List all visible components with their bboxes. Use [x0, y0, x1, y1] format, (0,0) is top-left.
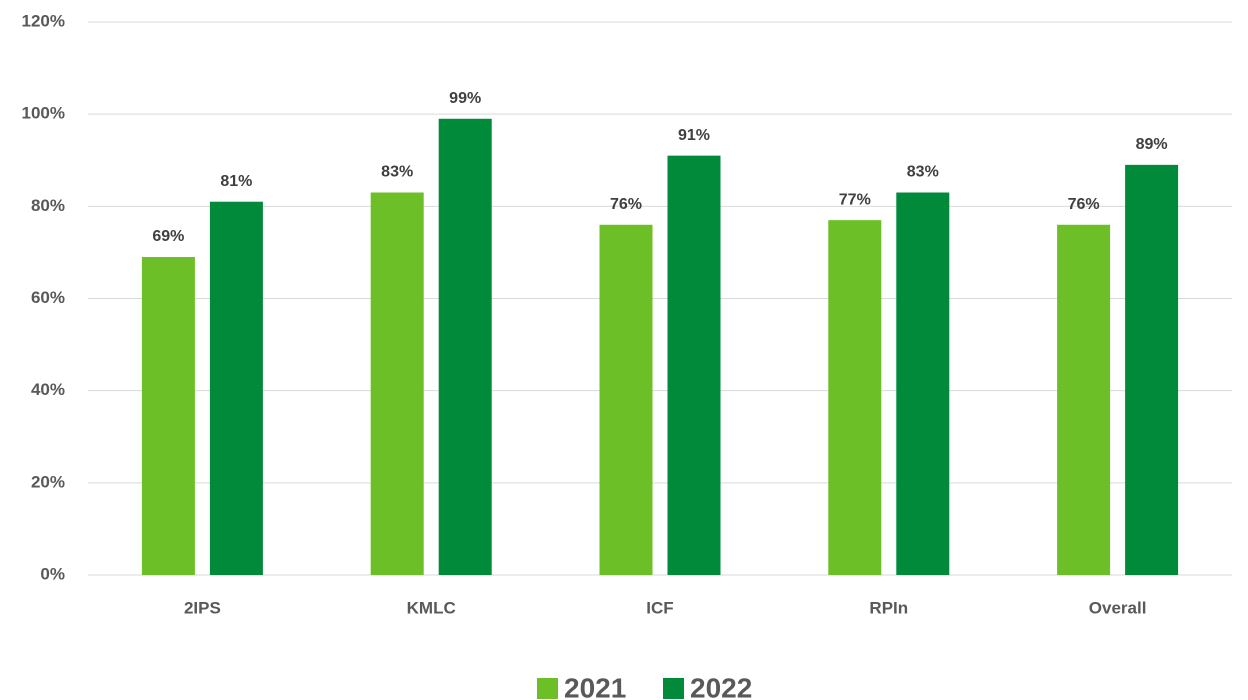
bar [438, 118, 492, 576]
x-tick-label: 2IPS [184, 598, 221, 617]
bar [896, 192, 950, 575]
bar [828, 220, 882, 576]
y-tick-label: 80% [31, 196, 65, 215]
x-tick-label: Overall [1089, 598, 1147, 617]
y-tick-label: 40% [31, 380, 65, 399]
data-label: 99% [449, 90, 481, 107]
y-tick-label: 20% [31, 472, 65, 491]
legend-label: 2022 [690, 672, 752, 700]
legend-swatch [537, 678, 558, 699]
data-label: 83% [907, 164, 939, 181]
data-label: 76% [610, 196, 642, 213]
data-label: 83% [381, 164, 413, 181]
y-tick-label: 0% [40, 564, 65, 583]
bar [667, 155, 721, 575]
x-tick-label: RPIn [869, 598, 908, 617]
bar [1057, 224, 1111, 575]
y-tick-label: 100% [22, 104, 65, 123]
data-label: 89% [1136, 136, 1168, 153]
data-label: 76% [1068, 196, 1100, 213]
bar [370, 192, 424, 575]
bar [141, 257, 195, 575]
bar [1125, 164, 1179, 575]
x-tick-label: KMLC [407, 598, 456, 617]
bar [599, 224, 653, 575]
data-label: 91% [678, 127, 710, 144]
legend-label: 2021 [564, 672, 626, 700]
data-label: 81% [220, 173, 252, 190]
y-tick-label: 120% [22, 11, 65, 30]
bar [209, 201, 263, 575]
legend-swatch [663, 678, 684, 699]
x-tick-label: ICF [646, 598, 673, 617]
data-label: 69% [152, 228, 184, 245]
data-label: 77% [839, 191, 871, 208]
y-tick-label: 60% [31, 288, 65, 307]
